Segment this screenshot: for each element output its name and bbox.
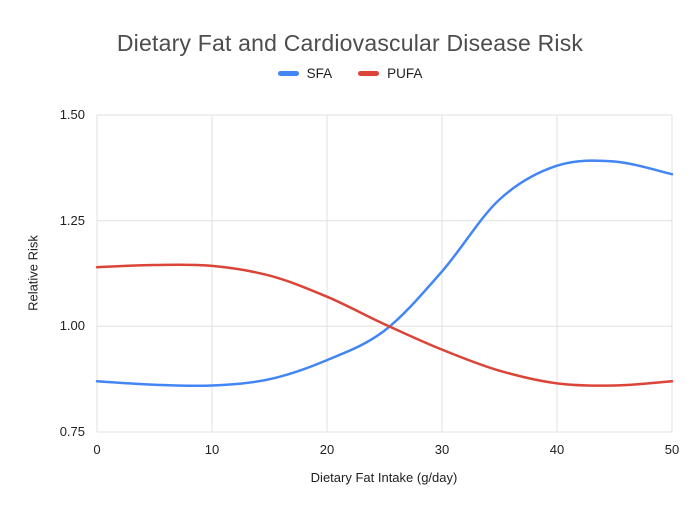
legend-label-pufa: PUFA xyxy=(387,65,423,81)
legend-label-sfa: SFA xyxy=(306,65,333,81)
legend-item-sfa: SFA xyxy=(277,65,333,81)
legend: SFA PUFA xyxy=(0,64,700,82)
y-tick-label: 0.75 xyxy=(59,424,85,439)
chart-title: Dietary Fat and Cardiovascular Disease R… xyxy=(116,30,584,56)
y-axis-title: Relative Risk xyxy=(25,235,41,311)
sfa-swatch-icon xyxy=(277,70,299,76)
legend-item-pufa: PUFA xyxy=(358,66,422,81)
x-tick-label: 10 xyxy=(204,442,220,457)
x-tick-label: 40 xyxy=(549,442,565,457)
y-tick-label: 1.00 xyxy=(59,318,85,334)
pufa-swatch-icon xyxy=(358,70,380,76)
y-tick-label: 1.25 xyxy=(59,212,85,228)
x-tick-label: 0 xyxy=(93,442,101,457)
x-tick-label: 20 xyxy=(319,442,335,457)
pufa-line xyxy=(95,263,674,387)
x-axis-title: Dietary Fat Intake (g/day) xyxy=(310,470,458,485)
x-tick-label: 50 xyxy=(664,442,680,457)
x-tick-label: 30 xyxy=(434,442,450,457)
y-tick-label: 1.50 xyxy=(59,107,85,122)
sfa-line xyxy=(95,159,674,388)
